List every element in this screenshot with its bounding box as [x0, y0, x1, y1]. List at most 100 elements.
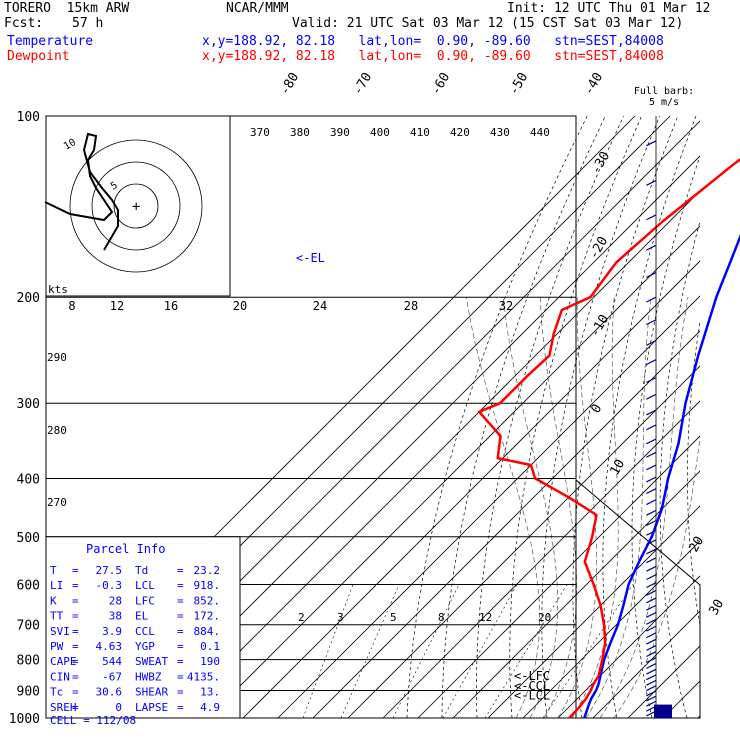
isotherm-line	[487, 505, 700, 718]
pressure-tick-label: 400	[17, 472, 40, 487]
theta-label: 430	[490, 126, 510, 139]
wind-barbs: Full barb:5 m/s	[634, 86, 694, 719]
init-time: Init: 12 UTC Thu 01 Mar 12	[507, 1, 711, 16]
wind-barb	[646, 214, 657, 221]
isotherm-line	[697, 715, 700, 718]
wind-barb	[646, 529, 657, 536]
wind-barb-header: Full barb:	[634, 86, 694, 97]
theta-label: 400	[370, 126, 390, 139]
parcel-row-value2: 172.	[194, 610, 221, 623]
parcel-row-eq: =	[72, 579, 79, 592]
parcel-row-value2: 884.	[194, 625, 221, 638]
hodograph-ring	[69, 139, 203, 273]
wind-barb	[646, 611, 657, 618]
parcel-row-key2: SHEAR	[135, 686, 168, 699]
parcel-row-key2: Td	[135, 564, 148, 577]
pressure-tick-label: 900	[17, 684, 40, 699]
parcel-row-eq: =	[72, 594, 79, 607]
parcel-row-eq2: =	[177, 670, 184, 683]
isotherm-label: -70	[350, 70, 375, 98]
dry-adiabat-line	[541, 116, 661, 718]
hodograph-center: +	[132, 199, 140, 215]
theta-label: 410	[410, 126, 430, 139]
wind-barb	[646, 180, 657, 186]
dry-adiabat-line	[476, 116, 624, 718]
dry-adiabat-line	[687, 319, 700, 628]
wind-barb	[646, 604, 657, 611]
hodograph-speed-label: 28	[404, 299, 418, 313]
wind-barb	[646, 700, 657, 707]
hodograph-speed-label: 12	[110, 299, 124, 313]
isotherm-label: 10	[607, 457, 628, 478]
temperature-location: x,y=188.92, 82.18 lat,lon= 0.90, -89.60 …	[202, 34, 664, 49]
wind-barb	[646, 548, 657, 555]
dry-adiabat-line	[602, 116, 697, 718]
wind-barb	[646, 645, 657, 651]
level-annotation: <-CCL	[514, 679, 550, 693]
mixing-ratio-line	[442, 584, 518, 718]
wind-barb-cluster	[654, 704, 672, 719]
parcel-row-eq2: =	[177, 701, 184, 714]
parcel-row-key2: CCL	[135, 625, 155, 638]
wind-barb	[646, 651, 657, 658]
isotherm-line	[207, 225, 700, 718]
mixing-ratio-label: 5	[390, 611, 397, 624]
wind-barb	[646, 674, 657, 681]
isotherm-line	[312, 330, 700, 718]
moist-adiabat-line	[585, 297, 652, 718]
parcel-row-value2: 852.	[194, 594, 221, 607]
isotherm-label: -20	[586, 234, 611, 262]
parcel-row-value: 30.6	[96, 686, 123, 699]
wind-barb	[646, 359, 657, 366]
wind-barb	[646, 657, 657, 664]
parcel-row-value2: 190	[200, 655, 220, 668]
parcel-row-value: 4.63	[96, 640, 123, 653]
level-annotation: <-EL	[296, 251, 325, 265]
isotherm-label: -40	[581, 70, 606, 98]
mixing-ratio-label: 8	[438, 611, 445, 624]
mixing-ratio-label: 3	[337, 611, 344, 624]
theta-low-label: 290	[47, 351, 67, 364]
isotherm-label: -50	[506, 70, 531, 98]
wind-barb	[646, 377, 657, 383]
mixing-ratio-line	[302, 584, 354, 718]
isotherm-label: -10	[587, 312, 612, 340]
valid-time: Valid: 21 UTC Sat 03 Mar 12 (15 CST Sat …	[292, 16, 684, 31]
wind-barb	[646, 393, 657, 400]
hodograph-ring	[91, 161, 181, 251]
parcel-row-key2: HWBZ	[135, 670, 162, 683]
parcel-row-key: LI	[50, 579, 63, 592]
parcel-cell-label: CELL = 112/08	[50, 714, 136, 727]
isotherm-label: 20	[686, 534, 707, 555]
sounding-traces	[477, 157, 740, 719]
parcel-row-key: TT	[50, 610, 64, 623]
pressure-tick-label: 800	[17, 654, 40, 669]
pressure-tick-label: 600	[17, 578, 40, 593]
theta-label: 440	[530, 126, 550, 139]
parcel-row-eq2: =	[177, 579, 184, 592]
wind-barb	[646, 476, 657, 483]
parcel-row-eq2: =	[177, 625, 184, 638]
isotherm-line	[277, 295, 700, 718]
wind-barb	[646, 438, 657, 445]
parcel-row-eq: =	[72, 625, 79, 638]
theta-label: 370	[250, 126, 270, 139]
wind-barb	[646, 424, 657, 431]
parcel-info-box	[45, 536, 241, 719]
pressure-tick-label: 500	[17, 531, 40, 546]
parcel-row-value2: 13.	[200, 686, 220, 699]
wind-barb	[646, 244, 657, 251]
forecast-label: Fcst:	[4, 16, 44, 31]
parcel-row-eq: =	[72, 701, 79, 714]
parcel-row-eq: =	[72, 686, 79, 699]
wind-barb	[646, 638, 657, 645]
pressure-tick-label: 100	[17, 110, 40, 125]
theta-label: 390	[330, 126, 350, 139]
wind-barb	[646, 695, 657, 702]
isotherm-line	[172, 190, 700, 718]
plot-frame	[45, 115, 577, 719]
wind-barb	[646, 409, 657, 416]
parcel-row-eq2: =	[177, 610, 184, 623]
isotherm-line	[417, 435, 700, 718]
